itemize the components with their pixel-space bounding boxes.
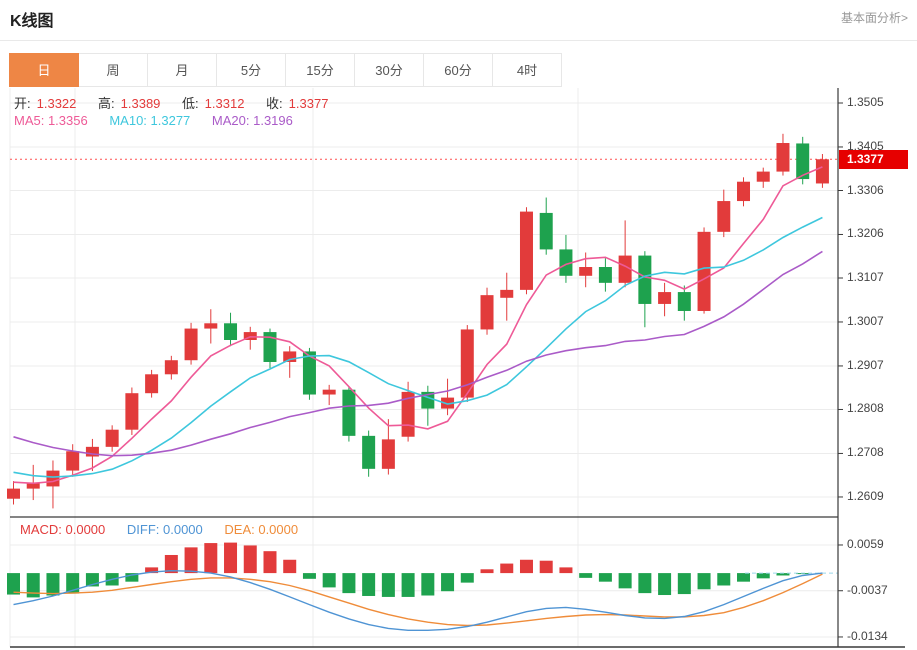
period-tabbar: 日 周 月 5分 15分 30分 60分 4时 <box>9 53 562 87</box>
price-axis-label: 1.2907 <box>847 357 884 372</box>
low-value: 1.3312 <box>204 96 245 111</box>
high-value: 1.3389 <box>120 96 161 111</box>
price-axis-label: 1.3206 <box>847 226 884 241</box>
tab-5min[interactable]: 5分 <box>216 53 286 87</box>
open-label: 开: <box>14 96 31 111</box>
tab-4hour[interactable]: 4时 <box>492 53 562 87</box>
close-label: 收: <box>266 96 283 111</box>
close-value: 1.3377 <box>288 96 329 111</box>
diff-value: DIFF: 0.0000 <box>126 522 203 537</box>
macd-axis-label: -0.0037 <box>847 582 888 597</box>
tab-60min[interactable]: 60分 <box>423 53 493 87</box>
price-axis-label: 1.2808 <box>847 401 884 416</box>
tab-month[interactable]: 月 <box>147 53 217 87</box>
last-price-badge: 1.3377 <box>839 149 908 169</box>
price-axis-label: 1.3007 <box>847 313 884 328</box>
open-value: 1.3322 <box>36 96 77 111</box>
low-label: 低: <box>182 96 199 111</box>
macd-axis-label: -0.0134 <box>847 628 888 643</box>
price-axis-label: 1.3505 <box>847 95 884 109</box>
tab-30min[interactable]: 30分 <box>354 53 424 87</box>
titlebar: K线图 基本面分析> <box>0 0 917 40</box>
ma10-value: MA10: 1.3277 <box>109 113 191 128</box>
macd-value: MACD: 0.0000 <box>20 522 106 537</box>
tab-15min[interactable]: 15分 <box>285 53 355 87</box>
ma-info-row: MA5: 1.3356 MA10: 1.3277 MA20: 1.3196 <box>14 113 299 128</box>
page-title: K线图 <box>10 13 54 30</box>
price-axis-label: 1.3405 <box>847 138 884 153</box>
tab-week[interactable]: 周 <box>78 53 148 87</box>
macd-axis-label: 0.0059 <box>847 536 884 551</box>
price-axis-label: 1.2609 <box>847 488 884 503</box>
title-divider <box>0 40 917 41</box>
price-axis-label: 1.3107 <box>847 270 884 284</box>
ohlc-info-row: 开: 1.3322 高: 1.3389 低: 1.3312 收: 1.3377 <box>14 93 334 112</box>
macd-info-row: MACD: 0.0000 DIFF: 0.0000 DEA: 0.0000 <box>20 522 304 537</box>
price-axis-label: 1.2708 <box>847 445 884 460</box>
dea-value: DEA: 0.0000 <box>224 522 299 537</box>
tab-day[interactable]: 日 <box>9 53 79 87</box>
axis-labels: 1.3505 1.3405 1.3306 1.3206 1.3107 1.3007 1.29… <box>847 0 913 650</box>
high-label: 高: <box>98 96 115 111</box>
ma20-value: MA20: 1.3196 <box>211 113 293 128</box>
ma5-value: MA5: 1.3356 <box>14 113 88 128</box>
price-axis-label: 1.3306 <box>847 182 884 197</box>
fundamental-analysis-link[interactable]: 基本面分析> <box>840 11 908 25</box>
